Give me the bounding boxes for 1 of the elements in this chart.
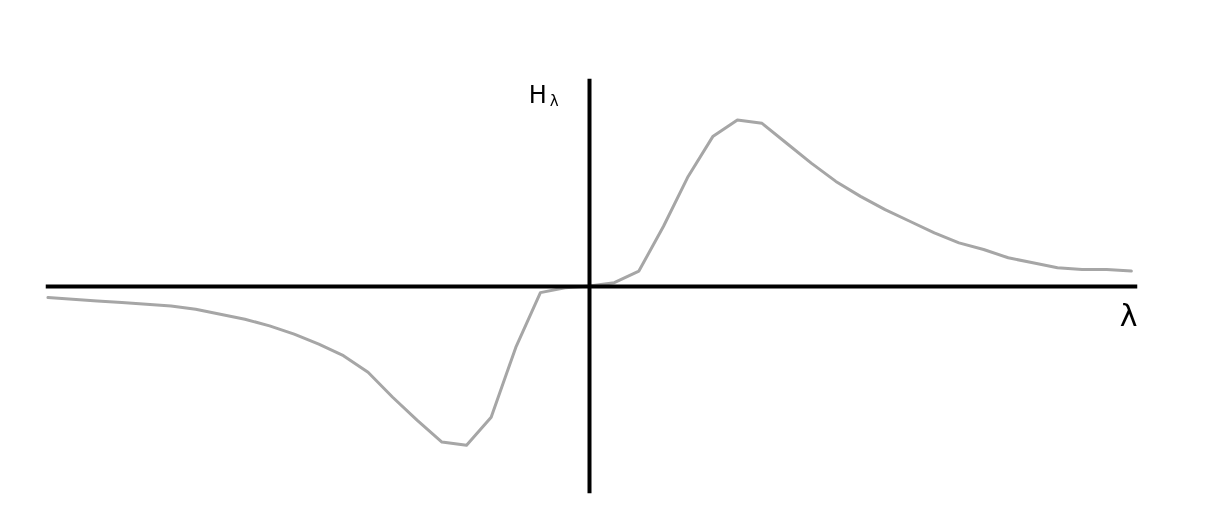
x-axis-title: λ [1119,298,1138,333]
